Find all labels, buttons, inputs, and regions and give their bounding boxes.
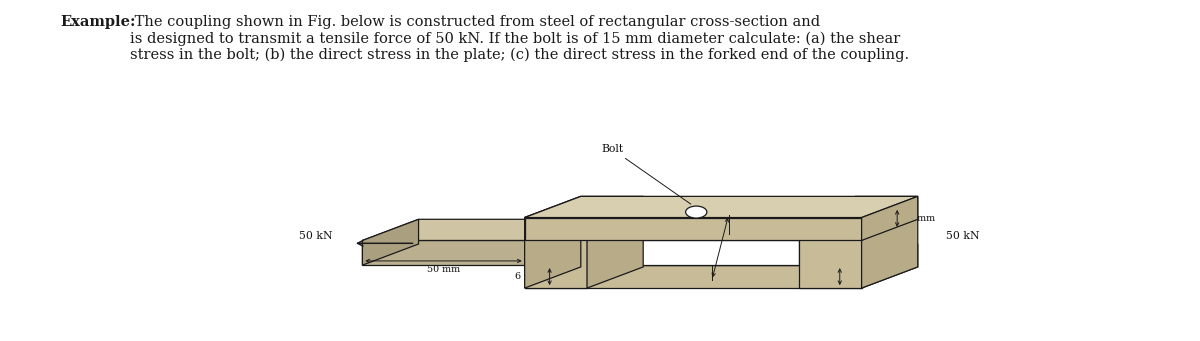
Text: 6 mm: 6 mm [701, 255, 728, 264]
Polygon shape [524, 218, 587, 288]
Circle shape [685, 206, 707, 218]
Polygon shape [587, 196, 643, 288]
Text: 50 kN: 50 kN [946, 231, 979, 241]
Text: 50 mm: 50 mm [427, 265, 460, 274]
Polygon shape [524, 218, 862, 240]
Text: The coupling shown in Fig. below is constructed from steel of rectangular cross-: The coupling shown in Fig. below is cons… [130, 15, 908, 62]
Polygon shape [362, 240, 830, 265]
Polygon shape [862, 196, 918, 240]
Polygon shape [362, 219, 419, 265]
Text: 6 mm: 6 mm [908, 214, 936, 223]
Polygon shape [799, 196, 918, 218]
Polygon shape [524, 196, 581, 288]
Polygon shape [524, 196, 918, 218]
Polygon shape [862, 196, 918, 288]
Text: 6 mm: 6 mm [847, 272, 875, 281]
Text: Example:: Example: [60, 15, 136, 29]
Text: Bolt: Bolt [601, 144, 691, 204]
Polygon shape [524, 244, 918, 265]
Polygon shape [587, 240, 799, 265]
Text: 50 kN: 50 kN [299, 231, 332, 241]
Polygon shape [799, 218, 862, 288]
Polygon shape [524, 196, 643, 218]
Text: 6 mm: 6 mm [515, 272, 542, 281]
Polygon shape [524, 265, 862, 288]
Polygon shape [362, 219, 887, 240]
Polygon shape [862, 244, 918, 288]
Polygon shape [830, 219, 887, 265]
